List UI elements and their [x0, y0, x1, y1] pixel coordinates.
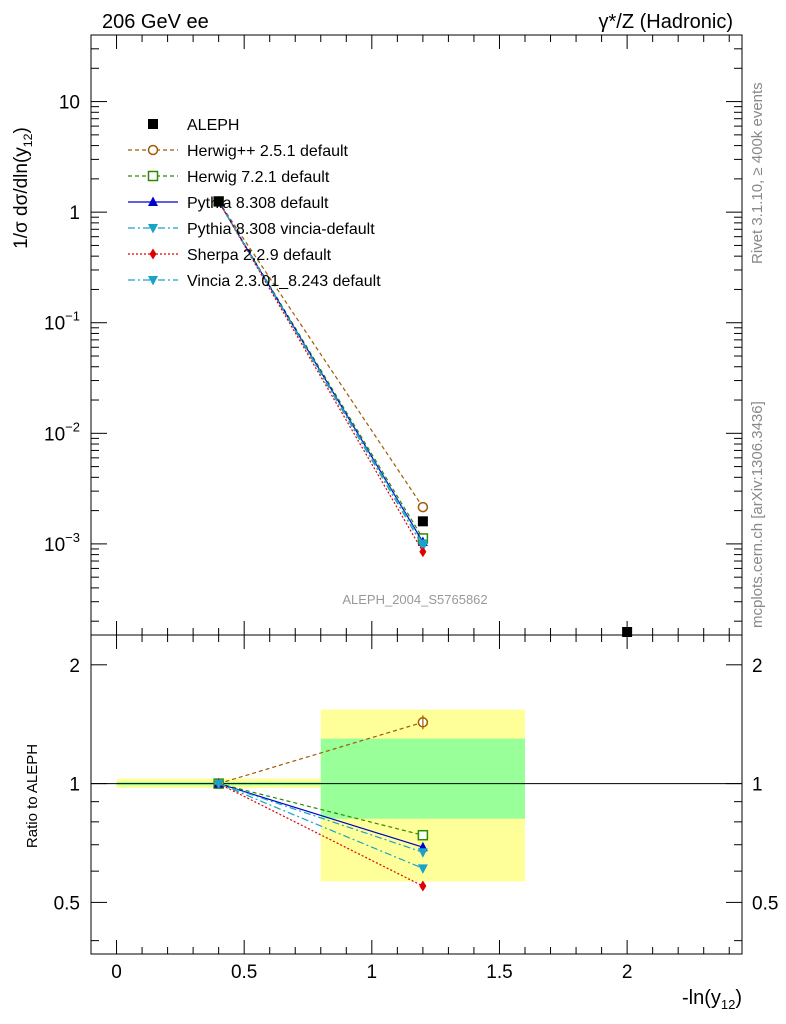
watermark: ALEPH_2004_S5765862: [342, 592, 487, 607]
band-green-1: [320, 738, 525, 819]
legend-marker-5: [149, 248, 157, 260]
data-point-0: [213, 196, 224, 207]
legend-marker-6: [148, 276, 158, 286]
bottom-frame: [90, 634, 743, 955]
ytick-label-bot-l-2: 2: [69, 656, 80, 677]
series-point-bottom-5-0: [213, 779, 224, 790]
series-line-bottom-0: [218, 721, 424, 785]
series-line-top-4: [218, 201, 424, 552]
xtick-label-0: 0: [111, 962, 122, 983]
series-point-bottom-5-1: [417, 848, 428, 858]
ytick-label-top-2: 10−1: [44, 309, 80, 335]
xtick-label-4: 2: [622, 962, 633, 983]
bottom-series: [213, 715, 429, 892]
series-point-top-4-1: [419, 546, 427, 558]
series-point-bottom-3-1: [417, 864, 428, 874]
legend-marker-2: [147, 170, 159, 182]
xtick-label-3: 1.5: [486, 962, 512, 983]
legend-marker-4: [148, 224, 158, 234]
ytick-label-top-4: 10: [59, 93, 80, 114]
legend-marker-0: [148, 119, 158, 129]
series-line-bottom-5: [218, 783, 424, 853]
xlabel: -ln(y12): [682, 987, 742, 1012]
legend-label-6: Vincia 2.3.01_8.243 default: [187, 273, 381, 290]
ytick-label-bot-r-1: 1: [752, 775, 763, 796]
series-line-bottom-2: [218, 783, 424, 848]
series-line-bottom-1: [218, 783, 424, 836]
ticks: 0 0.5 1 1.5 2 10−3 10−2 10−1 1 10 0.5 0.5 1 1 2 2: [44, 34, 778, 983]
ytick-label-top-0: 10−3: [44, 530, 80, 556]
legend-label-5: Sherpa 2.2.9 default: [187, 247, 332, 264]
ylabel-top: 1/σ dσ/dln(y12): [11, 127, 35, 249]
xtick-label-2: 1: [367, 962, 378, 983]
legend-marker-1: [147, 144, 159, 156]
ytick-label-bot-l-1: 1: [69, 775, 80, 796]
ytick-label-top-1: 10−2: [44, 419, 80, 445]
top-series: [213, 195, 633, 637]
series-line-top-0: [218, 201, 424, 508]
ytick-label-bot-l-0: 0.5: [54, 893, 80, 914]
legend-label-3: Pythia 8.308 default: [187, 195, 329, 212]
series-point-top-5-1: [417, 539, 428, 549]
series-line-bottom-3: [218, 783, 424, 869]
legend-label-0: ALEPH: [187, 117, 239, 134]
header-left: 206 GeV ee: [102, 11, 209, 33]
ytick-label-bot-r-0: 0.5: [752, 893, 778, 914]
legend-label-1: Herwig++ 2.5.1 default: [187, 143, 349, 160]
side-text-bottom: mcplots.cern.ch [arXiv:1306.3436]: [749, 401, 766, 628]
ytick-label-top-3: 1: [69, 203, 80, 224]
legend-label-4: Pythia 8.308 vincia-default: [187, 221, 375, 238]
series-point-top-0-1: [417, 501, 429, 513]
ytick-label-bot-r-2: 2: [752, 656, 763, 677]
series-point-bottom-4-1: [419, 880, 427, 892]
series-point-bottom-1-1: [417, 829, 429, 841]
series-line-top-5: [218, 201, 424, 544]
uncertainty-bands: [116, 709, 525, 882]
header-right: γ*/Z (Hadronic): [599, 11, 733, 33]
legend: ALEPH Herwig++ 2.5.1 default Herwig 7.2.1 …: [128, 117, 381, 290]
side-text-top: Rivet 3.1.10, ≥ 400k events: [749, 82, 766, 264]
legend-label-2: Herwig 7.2.1 default: [187, 169, 330, 186]
ylabel-bottom: Ratio to ALEPH: [24, 744, 41, 848]
xtick-label-1: 0.5: [231, 962, 257, 983]
legend-marker-3: [148, 196, 158, 206]
data-point-1: [417, 516, 428, 527]
